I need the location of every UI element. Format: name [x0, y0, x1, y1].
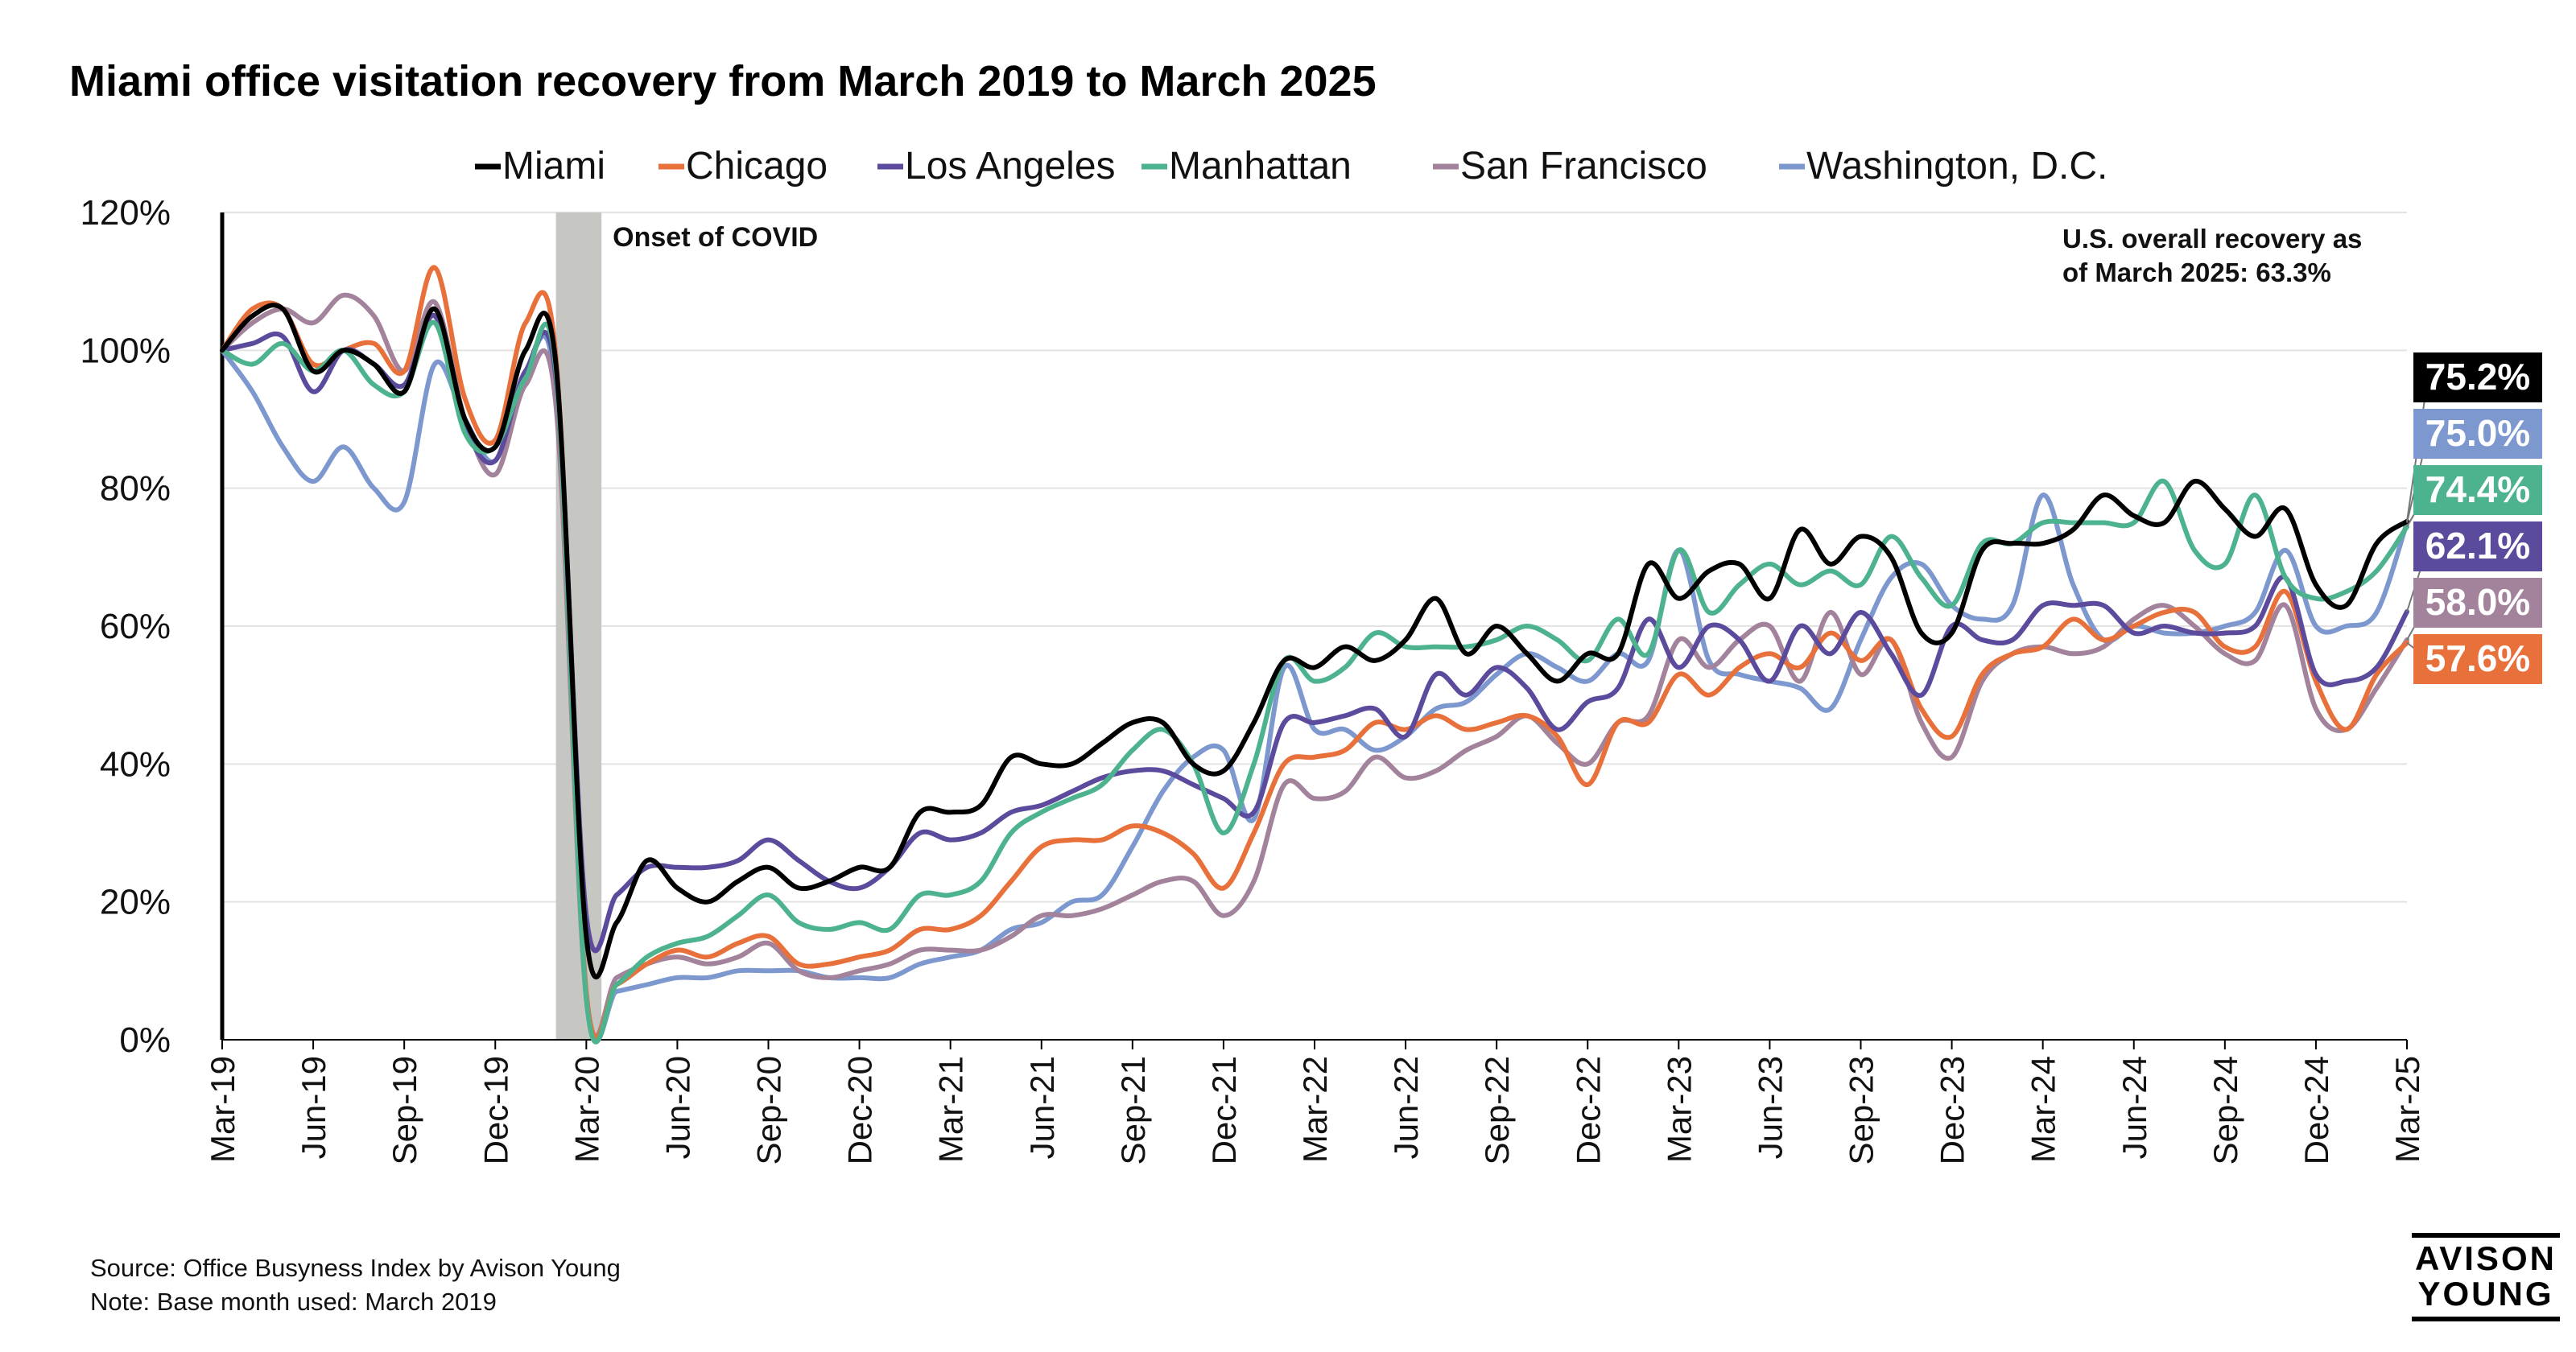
legend-label: San Francisco — [1460, 145, 1707, 188]
y-tick-label: 0% — [119, 1020, 171, 1060]
x-tick-label: Jun-22 — [1387, 1056, 1425, 1159]
end-value-label: 74.4% — [2425, 468, 2530, 510]
y-tick-label: 40% — [100, 744, 171, 784]
legend-label: Chicago — [686, 145, 828, 188]
x-tick-label: Sep-23 — [1843, 1056, 1880, 1164]
end-value-label: 75.0% — [2425, 412, 2530, 454]
x-tick-label: Mar-19 — [204, 1056, 242, 1163]
x-tick-label: Jun-19 — [295, 1056, 332, 1159]
y-tick-label: 120% — [80, 193, 171, 233]
end-value-box — [2413, 578, 2542, 628]
end-value-label: 62.1% — [2425, 525, 2530, 567]
end-value-label: 75.2% — [2425, 356, 2530, 398]
end-value-label: 57.6% — [2425, 637, 2530, 679]
x-tick-label: Sep-20 — [750, 1056, 788, 1164]
x-tick-label: Sep-19 — [386, 1056, 423, 1164]
source-note: Source: Office Busyness Index by Avison … — [90, 1254, 621, 1282]
end-value-box — [2413, 352, 2542, 402]
logo-top-rule — [2412, 1233, 2560, 1238]
x-tick-label: Jun-23 — [1751, 1056, 1789, 1159]
series-line-chicago — [220, 265, 2409, 1040]
y-tick-label: 80% — [100, 469, 171, 509]
end-value-label: 58.0% — [2425, 581, 2530, 623]
x-tick-label: Mar-23 — [1660, 1056, 1698, 1163]
series-line-los-angeles — [220, 313, 2409, 954]
y-tick-label: 100% — [80, 331, 171, 370]
x-tick-label: Dec-19 — [477, 1056, 514, 1164]
series-line-miami — [220, 303, 2409, 979]
logo-word-young: YOUNG — [2417, 1275, 2554, 1313]
x-tick-label: Dec-22 — [1569, 1056, 1607, 1164]
covid-label: Onset of COVID — [613, 222, 818, 253]
legend-label: Washington, D.C. — [1806, 145, 2107, 188]
us-recovery-annotation-line2: of March 2025: 63.3% — [2062, 258, 2331, 287]
x-tick-label: Mar-20 — [568, 1056, 605, 1163]
y-tick-label: 60% — [100, 607, 171, 646]
x-tick-label: Dec-23 — [1934, 1056, 1971, 1164]
series-line-manhattan — [220, 319, 2409, 1045]
legend-label: Manhattan — [1169, 145, 1352, 188]
us-recovery-annotation-line1: U.S. overall recovery as — [2062, 224, 2362, 254]
end-value-box — [2413, 409, 2542, 459]
x-tick-label: Mar-24 — [2025, 1056, 2062, 1163]
x-tick-label: Dec-24 — [2297, 1056, 2335, 1164]
chart-title: Miami office visitation recovery from Ma… — [69, 57, 1377, 105]
x-tick-label: Jun-21 — [1023, 1056, 1061, 1159]
end-value-box — [2413, 634, 2542, 684]
avison-young-logo: AVISON YOUNG — [2412, 1233, 2560, 1323]
logo-bottom-rule — [2412, 1317, 2560, 1321]
x-tick-label: Sep-24 — [2207, 1056, 2244, 1164]
x-tick-label: Jun-24 — [2116, 1056, 2153, 1159]
x-tick-label: Jun-20 — [658, 1056, 696, 1159]
logo-word-avison: AVISON — [2415, 1239, 2557, 1277]
x-tick-label: Sep-22 — [1478, 1056, 1516, 1164]
y-tick-label: 20% — [100, 883, 171, 922]
x-tick-label: Sep-21 — [1114, 1056, 1152, 1164]
end-value-box — [2413, 521, 2542, 571]
base-month-note: Note: Base month used: March 2019 — [90, 1288, 497, 1316]
x-tick-label: Dec-21 — [1205, 1056, 1243, 1164]
x-tick-label: Mar-25 — [2388, 1056, 2426, 1163]
end-value-box — [2413, 465, 2542, 515]
x-tick-label: Dec-20 — [841, 1056, 879, 1164]
x-tick-label: Mar-21 — [932, 1056, 970, 1163]
legend-label: Los Angeles — [905, 145, 1116, 188]
x-tick-label: Mar-22 — [1296, 1056, 1334, 1163]
series-line-washington-d-c — [220, 333, 2409, 1044]
legend-label: Miami — [502, 145, 605, 188]
